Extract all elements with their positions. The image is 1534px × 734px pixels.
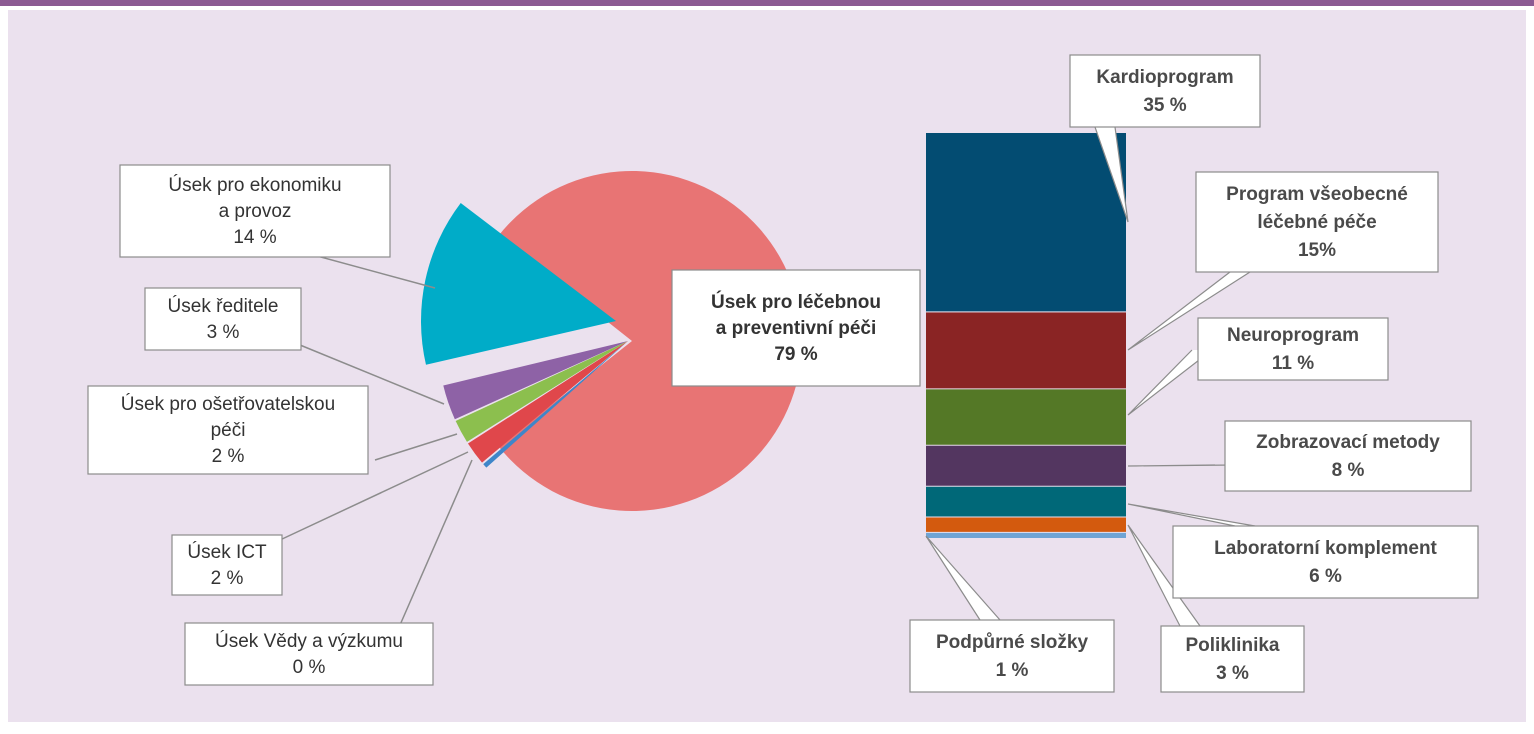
bar-segment-podpurne-slozky	[926, 532, 1126, 538]
pie-label-usek-reditele-line-1: 3 %	[207, 322, 240, 343]
bar-label-program-vseobecne-line-1: léčebné péče	[1257, 212, 1376, 233]
bar-segment-program-vseobecne	[926, 312, 1126, 390]
pie-slice-usek-reditele	[443, 341, 628, 420]
callout-pointer-podpurne-slozky	[925, 535, 1001, 621]
bar-label-kardioprogram-line-1: 35 %	[1143, 95, 1186, 116]
callout-pointer-kardioprogram	[1094, 126, 1129, 223]
bar-label-neuroprogram-line-0: Neuroprogram	[1227, 325, 1359, 346]
callout-pointer-program-vseobecne	[1127, 271, 1251, 351]
pie-label-usek-vedy-a-vyzkumu-line-1: 0 %	[293, 657, 326, 678]
callout-pointer-laboratorni-komplement	[1127, 503, 1256, 527]
label-box-usek-ict	[171, 534, 283, 596]
callout-pointer-neuroprogram	[1127, 349, 1213, 416]
pie-label-usek-pro-osetrovatelskou-line-2: 2 %	[212, 446, 245, 467]
bar-label-neuroprogram-line-1: 11 %	[1272, 353, 1314, 374]
bar-label-zobrazovaci-metody-line-1: 8 %	[1332, 460, 1365, 481]
bar-label-podpurne-slozky-line-0: Podpůrné složky	[936, 632, 1088, 653]
label-box-kardioprogram	[1069, 54, 1261, 128]
pie-label-usek-pro-ekonomiku-line-0: Úsek pro ekonomiku	[168, 174, 341, 196]
pie-label-usek-ict-line-1: 2 %	[211, 568, 244, 589]
bar-label-poliklinika-line-0: Poliklinika	[1186, 635, 1280, 656]
label-box-usek-vedy-a-vyzkumu	[184, 622, 434, 686]
pie-label-usek-pro-lecebnou-line-1: a preventivní péči	[716, 318, 877, 339]
pie-label-usek-reditele-line-0: Úsek ředitele	[168, 295, 279, 317]
bar-segment-laboratorni-komplement	[926, 486, 1126, 518]
pie-label-usek-pro-ekonomiku-line-2: 14 %	[233, 227, 276, 248]
pie-label-usek-vedy-a-vyzkumu-line-0: Úsek Vědy a výzkumu	[215, 630, 403, 652]
pie-label-usek-ict-line-0: Úsek ICT	[187, 541, 267, 563]
data-labels: Úsek pro léčebnou a preventivní péči 79 % Ú…	[87, 54, 1479, 693]
label-box-neuroprogram	[1197, 317, 1389, 381]
stacked-bar-chart	[926, 133, 1126, 538]
bar-segment-zobrazovaci-metody	[926, 445, 1126, 487]
label-box-podpurne-slozky	[909, 619, 1115, 693]
bar-label-zobrazovaci-metody-line-0: Zobrazovací metody	[1256, 432, 1440, 453]
label-box-zobrazovaci-metody	[1224, 420, 1472, 492]
bar-label-laboratorni-komplement-line-0: Laboratorní komplement	[1214, 538, 1437, 559]
bar-label-program-vseobecne-line-0: Program všeobecné	[1226, 184, 1408, 205]
label-box-usek-reditele	[144, 287, 302, 351]
pie-label-usek-pro-lecebnou-line-0: Úsek pro léčebnou	[711, 291, 881, 313]
pie-label-usek-pro-osetrovatelskou-line-1: péči	[211, 420, 246, 441]
connector-usek-ict	[279, 451, 469, 541]
bar-label-program-vseobecne-line-2: 15%	[1298, 240, 1336, 261]
label-box-usek-pro-ekonomiku	[119, 164, 391, 258]
label-connectors	[279, 126, 1256, 627]
pie-label-usek-pro-ekonomiku-line-1: a provoz	[219, 201, 292, 222]
pie-label-usek-pro-lecebnou-line-2: 79 %	[774, 344, 817, 365]
bar-label-poliklinika-line-1: 3 %	[1216, 663, 1249, 684]
pie-slice-usek-vedy-a-vyzkumu	[483, 341, 628, 468]
connector-usek-pro-osetrovatelskou	[374, 433, 458, 461]
bar-segment-neuroprogram	[926, 389, 1126, 446]
bar-label-kardioprogram-line-0: Kardioprogram	[1096, 67, 1233, 88]
label-box-program-vseobecne	[1195, 171, 1439, 273]
bar-segment-kardioprogram	[926, 133, 1126, 313]
connector-usek-reditele	[299, 344, 445, 405]
top-border	[0, 0, 1534, 6]
pie-slice-usek-pro-lecebnou	[498, 170, 802, 511]
label-box-usek-pro-lecebnou	[671, 269, 921, 387]
callout-pointer-zobrazovaci-metody	[1127, 464, 1236, 467]
bar-label-laboratorni-komplement-line-1: 6 %	[1309, 566, 1342, 587]
label-box-poliklinika	[1160, 625, 1305, 693]
pie-slice-usek-pro-ekonomiku	[421, 203, 616, 365]
label-box-usek-pro-osetrovatelskou	[87, 385, 369, 475]
connector-usek-vedy-a-vyzkumu	[399, 459, 473, 626]
bar-segment-poliklinika	[926, 517, 1126, 533]
pie-slice-usek-pro-osetrovatelskou	[455, 341, 628, 442]
label-box-laboratorni-komplement	[1172, 525, 1479, 599]
pie-chart	[421, 170, 802, 511]
bar-label-podpurne-slozky-line-1: 1 %	[996, 660, 1029, 681]
pie-slice-usek-ict	[467, 341, 628, 463]
pie-label-usek-pro-osetrovatelskou-line-0: Úsek pro ošetřovatelskou	[121, 393, 335, 415]
